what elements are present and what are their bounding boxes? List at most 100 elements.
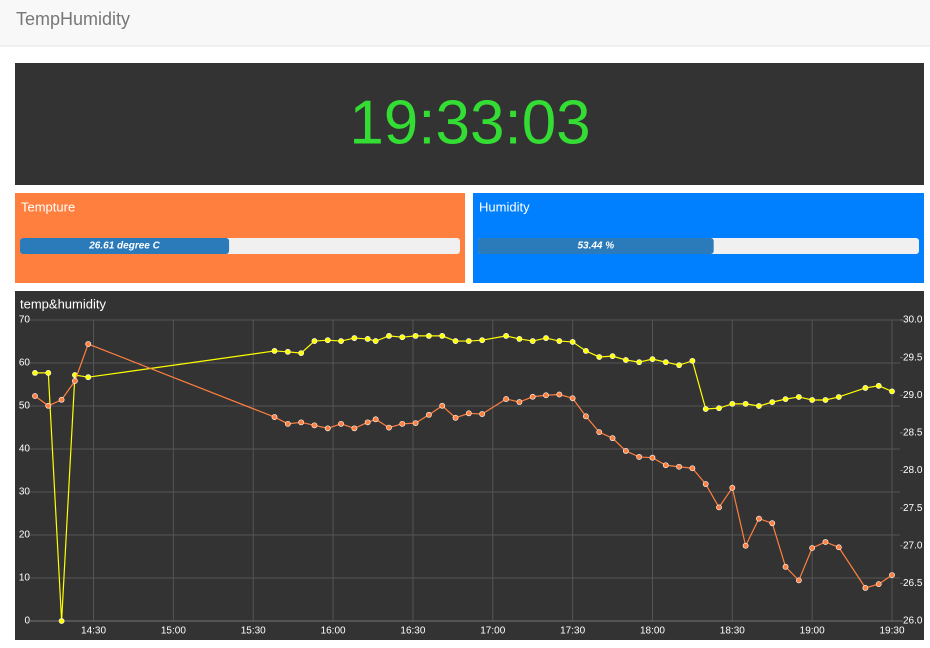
progress-fill bbox=[478, 238, 714, 254]
point bbox=[756, 515, 762, 522]
point bbox=[769, 520, 776, 527]
y-tick-label: 30 bbox=[19, 487, 31, 498]
progress-fill bbox=[20, 238, 230, 254]
point bbox=[324, 337, 331, 344]
point bbox=[649, 454, 656, 461]
point bbox=[556, 338, 563, 344]
point bbox=[835, 544, 842, 551]
point bbox=[689, 357, 696, 364]
x-tick-label: 16:30 bbox=[400, 626, 425, 637]
x-tick-label: 15:00 bbox=[161, 626, 186, 637]
point bbox=[583, 413, 589, 420]
point bbox=[412, 420, 419, 426]
y-tick-label: 20 bbox=[19, 530, 31, 541]
point bbox=[569, 339, 576, 345]
point bbox=[795, 394, 802, 400]
point bbox=[452, 414, 459, 421]
point bbox=[439, 333, 446, 339]
panel-title: Humidity bbox=[479, 199, 530, 214]
point bbox=[465, 338, 472, 344]
point bbox=[324, 425, 331, 432]
point bbox=[85, 374, 92, 381]
point bbox=[311, 338, 318, 344]
point bbox=[609, 435, 616, 442]
point bbox=[516, 336, 523, 342]
point bbox=[822, 539, 829, 545]
y-tick-label: 40 bbox=[19, 444, 31, 455]
point bbox=[875, 382, 882, 389]
x-tick-label: 16:00 bbox=[321, 626, 346, 637]
point bbox=[351, 335, 358, 341]
point bbox=[742, 400, 749, 407]
point bbox=[529, 338, 536, 344]
point bbox=[479, 337, 486, 344]
point bbox=[689, 465, 696, 472]
point bbox=[676, 362, 682, 369]
y2-tick-label: 26.5 bbox=[903, 578, 923, 589]
point bbox=[835, 394, 842, 400]
point bbox=[284, 348, 291, 355]
point bbox=[636, 454, 643, 460]
point bbox=[662, 462, 669, 469]
point bbox=[399, 334, 406, 341]
point bbox=[503, 333, 509, 339]
point bbox=[479, 411, 486, 417]
point bbox=[516, 399, 523, 405]
point bbox=[298, 419, 305, 426]
point bbox=[649, 356, 656, 363]
point bbox=[583, 348, 589, 354]
chart-title: temp&humidity bbox=[20, 296, 106, 311]
point bbox=[72, 378, 78, 384]
point bbox=[298, 350, 305, 357]
y2-tick-label: 28.5 bbox=[903, 428, 923, 439]
point bbox=[596, 429, 603, 436]
clock-panel bbox=[15, 63, 924, 185]
x-tick-label: 18:30 bbox=[720, 626, 745, 637]
point bbox=[58, 618, 65, 624]
point bbox=[439, 402, 446, 409]
point bbox=[622, 357, 629, 363]
point bbox=[85, 341, 92, 347]
point bbox=[862, 385, 869, 391]
point bbox=[822, 397, 829, 403]
point bbox=[372, 416, 379, 423]
point bbox=[889, 388, 895, 395]
point bbox=[372, 338, 379, 344]
y-tick-label: 70 bbox=[19, 315, 31, 326]
point bbox=[311, 422, 318, 429]
point bbox=[386, 424, 392, 431]
app-title[interactable]: TempHumidity bbox=[16, 9, 130, 29]
x-tick-label: 17:30 bbox=[560, 626, 585, 637]
point bbox=[729, 484, 736, 491]
point bbox=[503, 396, 509, 402]
point bbox=[862, 584, 869, 591]
x-tick-label: 19:30 bbox=[879, 626, 904, 637]
point bbox=[58, 396, 65, 403]
x-tick-label: 19:00 bbox=[800, 626, 825, 637]
point bbox=[716, 504, 722, 511]
clock-time: 19:33:03 bbox=[349, 88, 590, 157]
point bbox=[338, 338, 344, 344]
point bbox=[412, 333, 419, 339]
point bbox=[465, 410, 472, 417]
point bbox=[556, 391, 563, 398]
point bbox=[45, 402, 52, 409]
point bbox=[676, 463, 682, 470]
point bbox=[636, 359, 643, 366]
point bbox=[795, 577, 802, 584]
point bbox=[609, 353, 616, 360]
point bbox=[45, 369, 52, 376]
point bbox=[271, 414, 278, 420]
point bbox=[702, 481, 709, 487]
point bbox=[338, 420, 344, 427]
point bbox=[756, 403, 762, 409]
point bbox=[596, 354, 603, 360]
y-tick-label: 50 bbox=[19, 401, 31, 412]
point bbox=[889, 572, 895, 578]
progress-label: 26.61 degree C bbox=[88, 241, 160, 252]
point bbox=[702, 406, 709, 412]
progress-label: 53.44 % bbox=[577, 241, 614, 252]
point bbox=[271, 348, 278, 354]
y2-tick-label: 29.5 bbox=[903, 352, 923, 363]
point bbox=[364, 419, 371, 426]
